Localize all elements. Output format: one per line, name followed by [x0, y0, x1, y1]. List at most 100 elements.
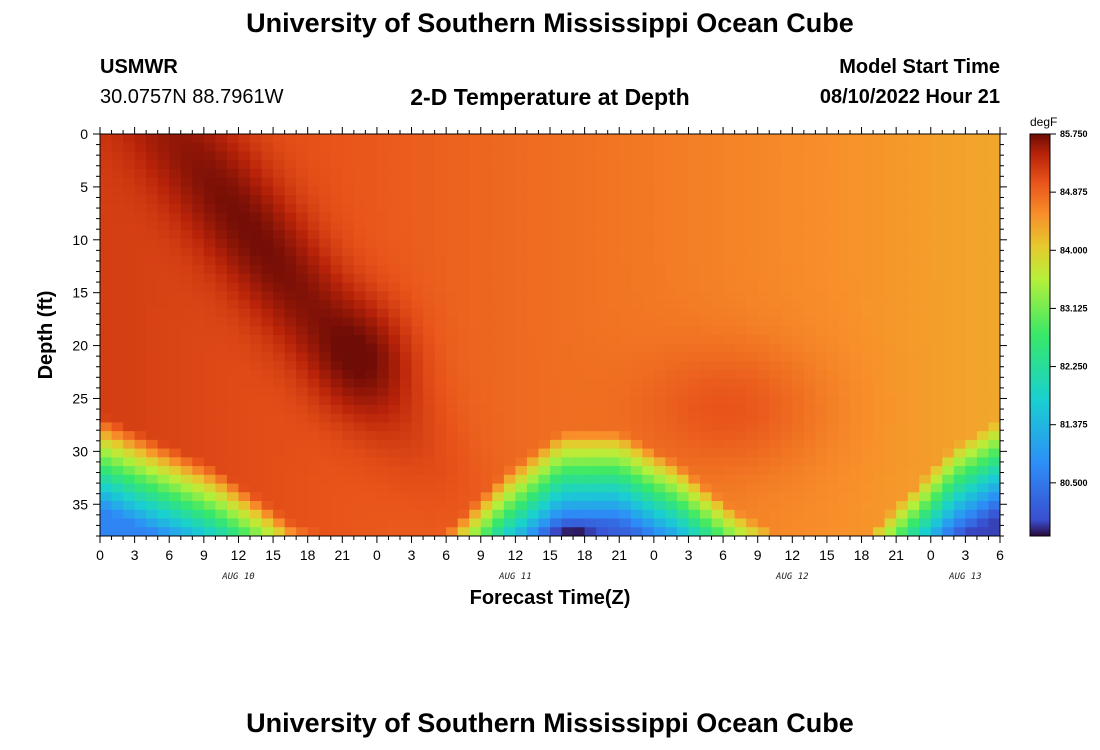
- heatmap-cell: [757, 265, 770, 275]
- heatmap-cell: [157, 317, 170, 327]
- heatmap-cell: [319, 308, 332, 319]
- heatmap-cell: [538, 404, 551, 415]
- heatmap-cell: [873, 142, 886, 153]
- heatmap-cell: [457, 457, 470, 467]
- heatmap-cell: [976, 265, 990, 275]
- heatmap-cell: [526, 343, 540, 354]
- heatmap-cell: [550, 300, 563, 310]
- heatmap-cell: [815, 168, 828, 179]
- heatmap-cell: [676, 343, 690, 354]
- heatmap-cell: [503, 230, 516, 240]
- heatmap-cell: [319, 265, 332, 275]
- heatmap-cell: [134, 212, 147, 222]
- heatmap-cell: [342, 501, 355, 511]
- heatmap-cell: [100, 300, 113, 310]
- heatmap-cell: [400, 142, 413, 153]
- heatmap-cell: [988, 273, 1000, 284]
- heatmap-cell: [400, 483, 413, 493]
- heatmap-cell: [146, 413, 159, 423]
- heatmap-cell: [769, 142, 782, 153]
- heatmap-cell: [157, 431, 170, 441]
- heatmap-cell: [607, 422, 620, 432]
- heatmap-cell: [515, 457, 528, 467]
- heatmap-cell: [180, 431, 193, 441]
- heatmap-cell: [446, 387, 459, 397]
- heatmap-cell: [665, 387, 678, 397]
- heatmap-cell: [746, 396, 759, 406]
- heatmap-cell: [238, 177, 251, 188]
- heatmap-cell: [873, 300, 886, 310]
- heatmap-cell: [400, 247, 413, 257]
- heatmap-cell: [123, 326, 136, 336]
- heatmap-cell: [526, 230, 540, 240]
- heatmap-cell: [123, 343, 136, 354]
- heatmap-cell: [850, 431, 863, 441]
- heatmap-cell: [965, 343, 978, 354]
- heatmap-cell: [896, 203, 909, 214]
- heatmap-cell: [273, 186, 286, 196]
- heatmap-cell: [826, 518, 840, 528]
- heatmap-cell: [942, 142, 955, 153]
- heatmap-cell: [250, 291, 263, 301]
- heatmap-cell: [976, 527, 990, 536]
- heatmap-cell: [319, 151, 332, 161]
- heatmap-cell: [850, 387, 863, 397]
- heatmap-cell: [803, 282, 816, 292]
- heatmap-cell: [792, 335, 805, 345]
- heatmap-cell: [700, 509, 713, 520]
- heatmap-cell: [330, 439, 343, 450]
- heatmap-cell: [850, 308, 863, 319]
- heatmap-cell: [630, 509, 643, 520]
- heatmap-cell: [561, 466, 574, 476]
- heatmap-cell: [446, 203, 459, 214]
- heatmap-cell: [157, 457, 170, 467]
- heatmap-cell: [342, 142, 355, 153]
- heatmap-cell: [873, 203, 886, 214]
- heatmap-cell: [896, 518, 909, 528]
- heatmap-cell: [803, 212, 816, 222]
- heatmap-cell: [388, 212, 401, 222]
- heatmap-cell: [619, 230, 632, 240]
- heatmap-cell: [630, 431, 643, 441]
- heatmap-cell: [353, 308, 366, 319]
- heatmap-cell: [861, 160, 874, 170]
- heatmap-cell: [953, 492, 966, 502]
- heatmap-cell: [838, 212, 851, 222]
- heatmap-cell: [584, 256, 597, 266]
- heatmap-cell: [596, 300, 609, 310]
- heatmap-cell: [976, 457, 990, 467]
- heatmap-cell: [676, 413, 690, 423]
- heatmap-cell: [700, 361, 713, 371]
- heatmap-cell: [146, 501, 159, 511]
- heatmap-cell: [434, 195, 447, 205]
- heatmap-cell: [180, 212, 193, 222]
- heatmap-cell: [353, 195, 366, 205]
- heatmap-cell: [746, 404, 759, 415]
- heatmap-cell: [919, 413, 932, 423]
- heatmap-cell: [792, 195, 805, 205]
- heatmap-cell: [550, 308, 563, 319]
- heatmap-cell: [480, 203, 493, 214]
- heatmap-cell: [353, 256, 366, 266]
- heatmap-cell: [169, 378, 182, 389]
- heatmap-cell: [896, 177, 909, 188]
- heatmap-cell: [411, 265, 424, 275]
- heatmap-cell: [307, 343, 320, 354]
- heatmap-cell: [942, 203, 955, 214]
- heatmap-cell: [400, 413, 413, 423]
- heatmap-cell: [930, 352, 943, 362]
- heatmap-cell: [457, 177, 470, 188]
- heatmap-cell: [965, 422, 978, 432]
- heatmap-cell: [907, 492, 920, 502]
- heatmap-cell: [861, 134, 874, 144]
- heatmap-cell: [665, 203, 678, 214]
- heatmap-cell: [342, 168, 355, 179]
- heatmap-cell: [942, 168, 955, 179]
- heatmap-cell: [561, 369, 574, 380]
- heatmap-cell: [630, 317, 643, 327]
- heatmap-cell: [157, 203, 170, 214]
- heatmap-cell: [250, 483, 263, 493]
- heatmap-cell: [492, 291, 505, 301]
- heatmap-cell: [296, 317, 309, 327]
- heatmap-cell: [769, 203, 782, 214]
